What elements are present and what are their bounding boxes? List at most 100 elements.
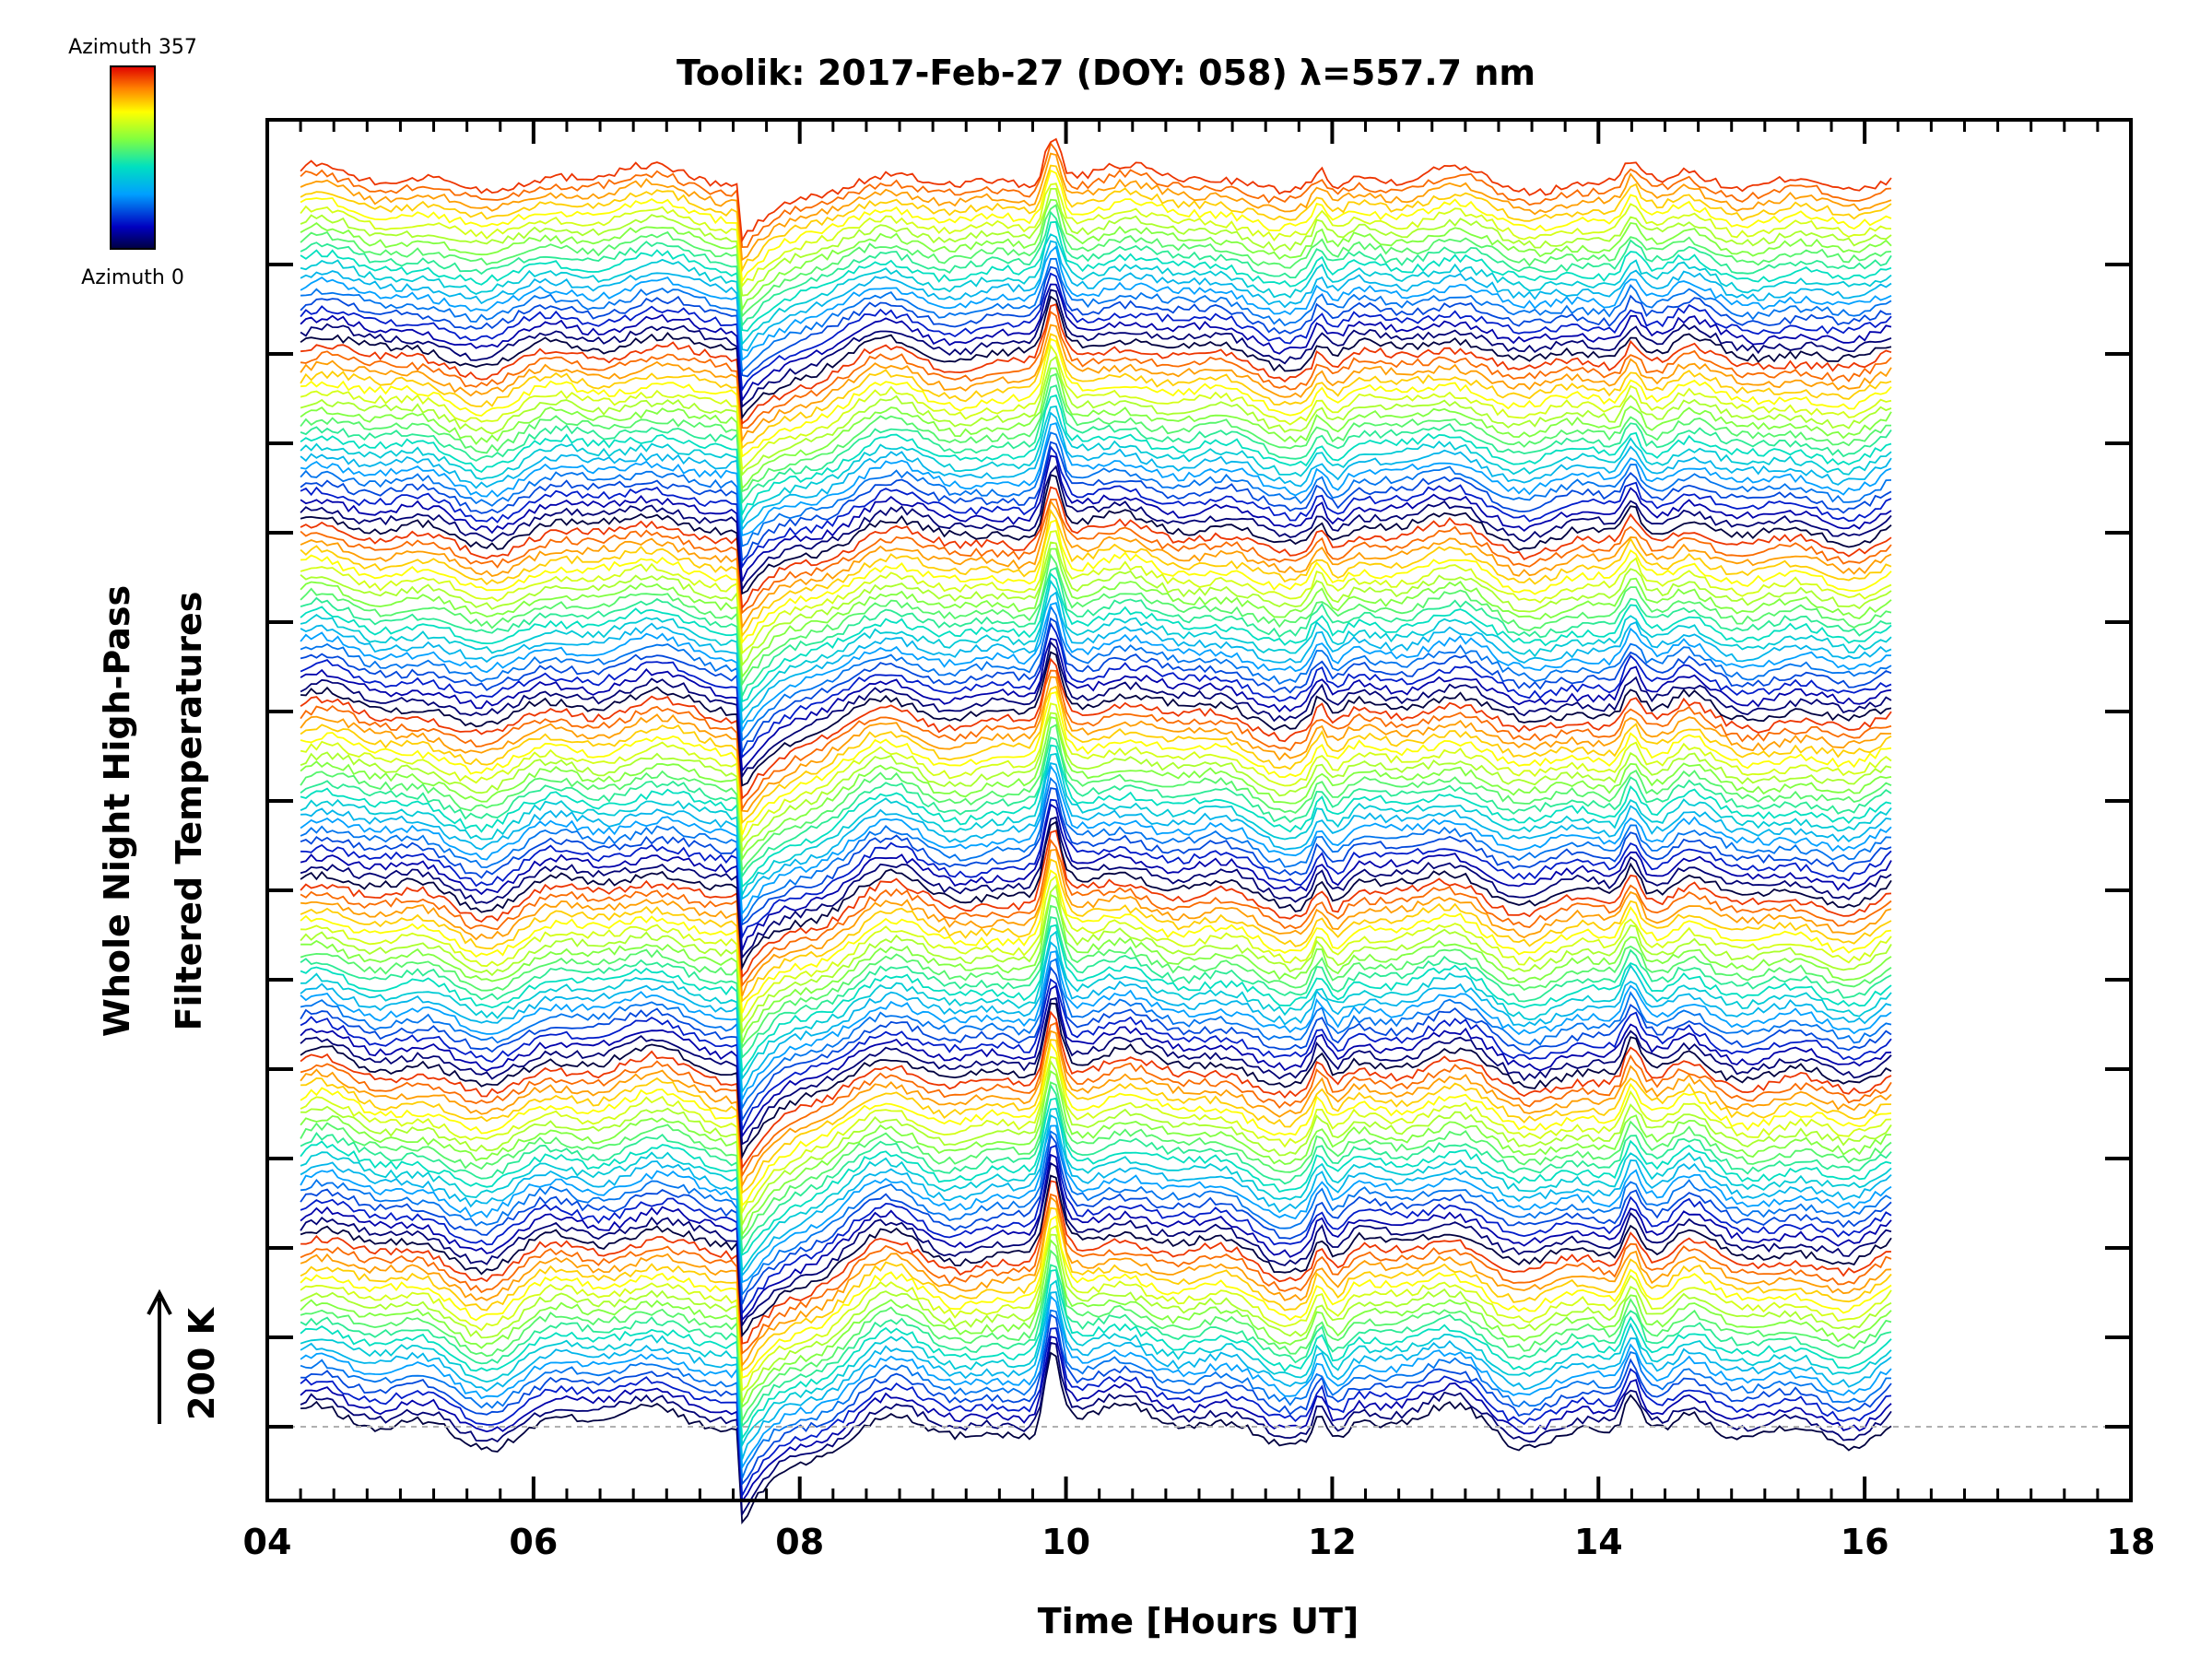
series-line-52 (300, 893, 1892, 1043)
series-line-90 (300, 566, 1892, 700)
series-line-23 (300, 1144, 1892, 1316)
y-axis-label-line2: Filtered Temperatures (169, 592, 209, 1031)
series-line-13 (300, 1233, 1892, 1404)
series-line-62 (300, 803, 1892, 951)
x-tick-label: 04 (243, 1522, 292, 1562)
series-line-108 (300, 405, 1892, 527)
series-line-121 (300, 288, 1892, 409)
series-line-70 (300, 736, 1892, 879)
series-line-55 (300, 869, 1892, 1014)
series-line-99 (300, 486, 1892, 610)
series-line-6 (300, 1294, 1892, 1471)
series-line-135 (300, 169, 1892, 284)
series-line-49 (300, 924, 1892, 1075)
series-line-119 (300, 303, 1892, 426)
x-tick-label: 14 (1574, 1522, 1623, 1562)
series-line-137 (300, 152, 1892, 262)
series-line-92 (300, 547, 1892, 679)
series-line-44 (300, 965, 1892, 1124)
series-line-54 (300, 874, 1892, 1024)
series-line-22 (300, 1153, 1892, 1322)
series-line-30 (300, 1083, 1892, 1255)
series-line-100 (300, 474, 1892, 595)
series-line-4 (300, 1313, 1892, 1487)
colorbar-gradient (110, 65, 156, 250)
series-line-39 (300, 1010, 1892, 1171)
series-line-72 (300, 716, 1892, 862)
series-line-139 (300, 137, 1892, 243)
series-line-82 (300, 637, 1892, 773)
series-line-5 (300, 1309, 1891, 1479)
series-line-25 (300, 1130, 1892, 1297)
series-line-74 (300, 702, 1892, 843)
series-line-120 (300, 295, 1892, 420)
series-line-2 (300, 1335, 1892, 1504)
series-line-94 (300, 530, 1892, 655)
series-line-71 (300, 724, 1892, 873)
series-line-53 (300, 884, 1892, 1036)
series-line-129 (300, 220, 1892, 332)
series-line-132 (300, 198, 1892, 312)
series-line-109 (300, 394, 1892, 518)
series-line-64 (300, 787, 1892, 926)
series-line-75 (300, 691, 1892, 836)
series-line-38 (300, 1021, 1892, 1179)
series-line-59 (300, 830, 1892, 979)
series-line-80 (300, 651, 1892, 787)
series-line-9 (300, 1268, 1892, 1441)
series-line-28 (300, 1107, 1892, 1274)
series-line-101 (300, 465, 1892, 593)
series-line-16 (300, 1206, 1892, 1372)
series-line-77 (300, 676, 1891, 813)
series-line-45 (300, 958, 1892, 1112)
series-line-91 (300, 553, 1892, 688)
series-line-1 (300, 1341, 1892, 1517)
series-line-26 (300, 1124, 1892, 1284)
series-line-78 (300, 669, 1892, 812)
series-line-61 (300, 816, 1892, 960)
series-line-86 (300, 601, 1892, 734)
azimuth-colorbar (110, 65, 156, 250)
series-line-42 (300, 984, 1892, 1139)
x-tick-labels: 04 06 08 10 12 14 16 18 (243, 1522, 2156, 1562)
series-line-133 (300, 188, 1892, 297)
series-line-114 (300, 344, 1892, 471)
series-line-14 (300, 1225, 1892, 1393)
series-line-104 (300, 441, 1892, 563)
series-line-126 (300, 245, 1892, 362)
series-line-40 (300, 1002, 1892, 1160)
series-line-58 (300, 838, 1892, 988)
series-line-87 (300, 591, 1892, 726)
series-line-65 (300, 776, 1892, 924)
series-line-83 (300, 621, 1892, 759)
chart-title: Toolik: 2017-Feb-27 (DOY: 058) λ=557.7 n… (677, 53, 1535, 93)
series-line-15 (300, 1215, 1892, 1380)
series-line-41 (300, 996, 1892, 1146)
series-line-106 (300, 422, 1892, 537)
series-line-66 (300, 764, 1892, 916)
series-line-63 (300, 798, 1892, 940)
series-line-37 (300, 1030, 1892, 1189)
series-line-18 (300, 1193, 1892, 1356)
series-line-10 (300, 1264, 1892, 1429)
series-line-134 (300, 182, 1892, 288)
x-tick-label: 18 (2107, 1522, 2156, 1562)
series-line-73 (300, 712, 1892, 854)
series-line-84 (300, 617, 1892, 756)
series-line-56 (300, 858, 1892, 1004)
series-line-123 (300, 272, 1892, 393)
series-line-124 (300, 265, 1892, 378)
series-line-117 (300, 324, 1892, 443)
series-line-27 (300, 1113, 1892, 1277)
series-line-24 (300, 1133, 1892, 1305)
series-line-81 (300, 641, 1892, 780)
series-line-118 (300, 310, 1892, 429)
series-line-51 (300, 904, 1892, 1050)
series-line-105 (300, 431, 1892, 547)
series-line-11 (300, 1249, 1892, 1424)
series-line-67 (300, 762, 1892, 900)
series-line-36 (300, 1039, 1891, 1194)
series-line-97 (300, 499, 1892, 630)
series-line-50 (300, 916, 1892, 1060)
series-line-29 (300, 1097, 1892, 1257)
